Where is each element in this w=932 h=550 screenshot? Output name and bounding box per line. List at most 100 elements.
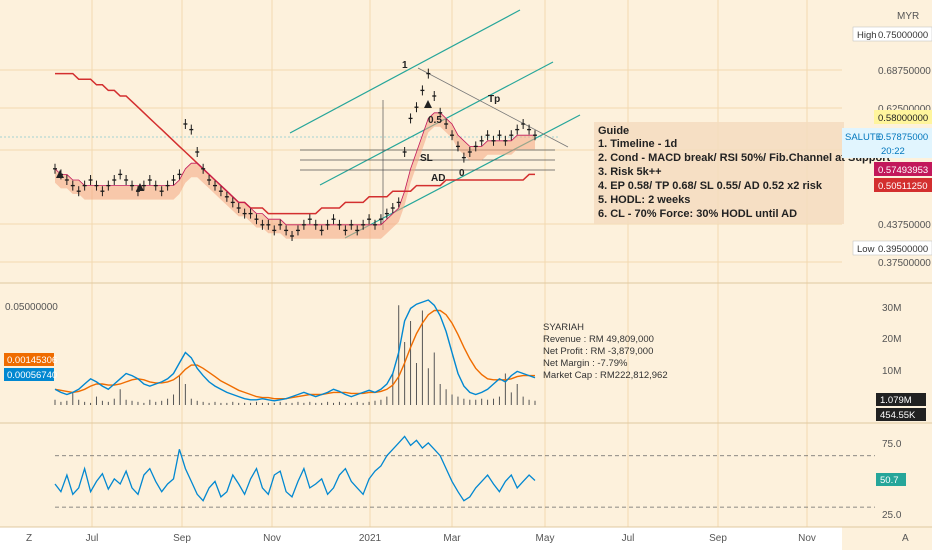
price-tag-high: High 0.75000000 — [852, 26, 932, 42]
guide-line: 5. HODL: 2 weeks — [598, 194, 690, 206]
tag-box — [4, 368, 54, 381]
ad-label: AD — [431, 173, 445, 184]
macd-axis-tick: 20M — [882, 334, 901, 345]
rsi-axis-tick: 25.0 — [882, 510, 902, 521]
tag-label: Low — [857, 244, 875, 255]
x-axis: Jul Sep Nov 2021 Mar May Jul Sep Nov — [86, 533, 816, 544]
tag-value: 0.57493953 — [878, 165, 928, 176]
x-axis-tick: Mar — [443, 533, 461, 544]
macd-axis-tick: 10M — [882, 366, 901, 377]
fib-label-0: 0 — [459, 168, 465, 179]
price-tag-tp: 0.58000000 — [874, 110, 932, 124]
tag-value: 0.00056740 — [7, 370, 57, 381]
rsi-line — [54, 435, 536, 502]
tp-trend-line — [417, 67, 569, 148]
rsi-panel — [54, 435, 875, 508]
auto-scale-button[interactable]: A — [902, 533, 909, 544]
tag-box — [852, 26, 932, 42]
fundamentals-title: SYARIAH — [543, 322, 584, 333]
x-axis-tick: Jul — [86, 533, 99, 544]
guide-line: 1. Timeline - 1d — [598, 138, 677, 150]
tag-box — [842, 128, 932, 158]
guide-line: 3. Risk 5k++ — [598, 166, 662, 178]
tag-box — [876, 393, 926, 406]
fib-label-05: 0.5 — [428, 115, 442, 126]
signal-triangle-icon — [136, 183, 144, 191]
tag-value: 0.50511250 — [878, 181, 928, 192]
price-axis-tick: 0.62500000 — [878, 104, 931, 115]
tag-countdown: 20:22 — [881, 146, 905, 157]
x-axis-tick: Sep — [173, 533, 191, 544]
fundamentals-line: Net Profit : RM -3,879,000 — [543, 346, 653, 357]
price-axis-tick: 0.37500000 — [878, 258, 931, 269]
x-axis-tick: Sep — [709, 533, 727, 544]
tag-value: 1.079M — [880, 395, 912, 406]
right-axis-background — [842, 0, 932, 550]
guide-line: 2. Cond - MACD break/ RSI 50%/ Fib.Chann… — [598, 152, 890, 164]
tag-box — [852, 240, 932, 256]
fundamentals-line: Market Cap : RM222,812,962 — [543, 370, 668, 381]
tag-value: 0.00145306 — [7, 355, 57, 366]
macd-tag-signal: 0.00145306 — [4, 353, 57, 366]
signal-triangle-icon — [424, 100, 432, 108]
tag-box — [874, 162, 932, 176]
ma-fast-line — [54, 112, 535, 226]
fundamentals-box: SYARIAH Revenue : RM 49,809,000 Net Prof… — [543, 322, 668, 381]
guide-line: 4. EP 0.58/ TP 0.68/ SL 0.55/ AD 0.52 x2… — [598, 180, 823, 192]
volume-ma-tag: 454.55K — [876, 408, 926, 421]
x-axis-tick: Jul — [622, 533, 635, 544]
price-series — [53, 68, 537, 241]
macd-panel — [54, 299, 536, 405]
channel-line — [344, 114, 581, 239]
x-axis-tick: Nov — [263, 533, 281, 544]
plot-background — [0, 0, 842, 527]
tag-value: 0.75000000 — [878, 30, 928, 41]
price-tag-low: Low 0.39500000 — [852, 240, 932, 256]
tag-label: High — [857, 30, 877, 41]
tag-value: 454.55K — [880, 410, 916, 421]
tag-box — [874, 178, 932, 192]
price-tag-ma-red: 0.50511250 — [874, 178, 932, 192]
guide-line: 6. CL - 70% Force: 30% HODL until AD — [598, 208, 797, 220]
tag-value: 50.7 — [880, 475, 899, 486]
tag-box — [4, 353, 54, 366]
macd-line — [54, 299, 536, 402]
macd-signal-line — [54, 309, 535, 400]
tag-value: 0.57875000 — [878, 132, 928, 143]
tag-box — [874, 110, 932, 124]
tag-symbol: SALUTE — [845, 132, 882, 143]
tp-label: Tp — [488, 94, 500, 105]
guide-background — [594, 122, 844, 224]
rsi-axis-tick: 75.0 — [882, 439, 902, 450]
rsi-tag: 50.7 — [876, 473, 906, 486]
price-axis-tick: 0.43750000 — [878, 220, 931, 231]
guide-box: Guide 1. Timeline - 1d 2. Cond - MACD br… — [594, 122, 890, 224]
tag-value: 0.39500000 — [878, 244, 928, 255]
chart-annotations — [56, 100, 432, 191]
signal-triangle-icon — [56, 170, 64, 178]
price-tag-ma-fast: 0.57493953 — [874, 162, 932, 176]
price-axis-tick: 0.68750000 — [878, 66, 931, 77]
macd-axis-tick: 30M — [882, 303, 901, 314]
fundamentals-line: Net Margin : -7.79% — [543, 358, 628, 369]
currency-label: MYR — [897, 11, 919, 22]
tag-value: 0.58000000 — [878, 113, 928, 124]
tag-box — [876, 473, 906, 486]
price-axis: 0.68750000 0.62500000 0.43750000 0.37500000 — [878, 66, 931, 269]
volume-tag: 1.079M — [876, 393, 926, 406]
x-axis-tick: Nov — [798, 533, 816, 544]
x-axis-tick: 2021 — [359, 533, 382, 544]
ma-slow-line — [55, 72, 535, 215]
guide-title: Guide — [598, 125, 629, 137]
fib-label-1: 1 — [402, 60, 408, 71]
tag-box — [876, 408, 926, 421]
fundamentals-line: Revenue : RM 49,809,000 — [543, 334, 654, 345]
macd-top-value: 0.05000000 — [5, 302, 58, 313]
sl-label: SL — [420, 153, 433, 164]
price-tag-last: SALUTE 0.57875000 20:22 — [842, 128, 932, 158]
macd-tag-macd: 0.00056740 — [4, 368, 57, 381]
x-axis-tick: May — [536, 533, 555, 544]
channel-line — [289, 9, 521, 134]
timezone-button[interactable]: Z — [26, 533, 32, 544]
